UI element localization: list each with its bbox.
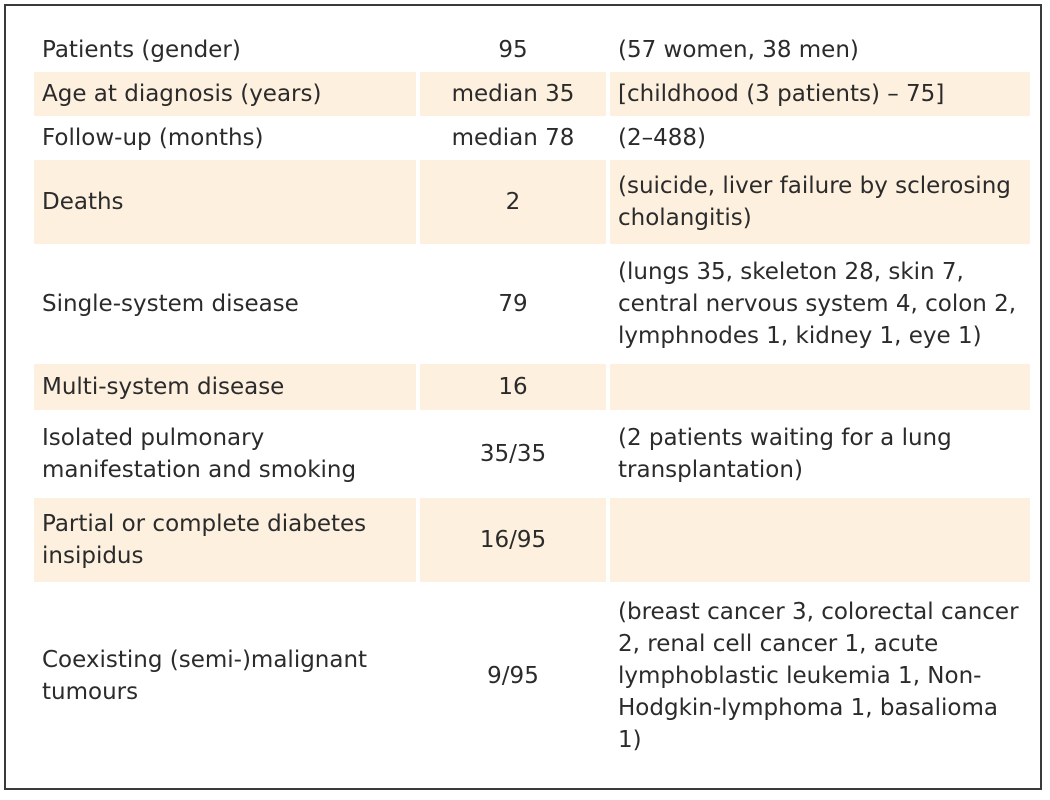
- table-row: Single-system disease 79 (lungs 35, skel…: [34, 244, 1030, 364]
- row-detail: (57 women, 38 men): [618, 37, 859, 63]
- row-detail: [610, 364, 1030, 410]
- row-count: 16/95: [420, 498, 606, 582]
- table-row: Deaths 2 (suicide, liver failure by scle…: [34, 160, 1030, 244]
- row-count: 79: [498, 291, 528, 317]
- row-count: 35/35: [479, 441, 547, 467]
- table-row: Follow-up (months) median 78 (2–488): [34, 116, 1030, 160]
- row-label: Partial or complete diabetes insipidus: [34, 498, 416, 582]
- row-detail: [childhood (3 patients) – 75]: [610, 72, 1030, 116]
- row-label: Patients (gender): [42, 37, 241, 63]
- row-label: Multi-system disease: [34, 364, 416, 410]
- row-detail: (breast cancer 3, colorectal cancer 2, r…: [618, 599, 1019, 753]
- table-row: Patients (gender) 95 (57 women, 38 men): [34, 28, 1030, 72]
- row-detail: (2 patients waiting for a lung transplan…: [618, 425, 952, 483]
- table-frame: Patients (gender) 95 (57 women, 38 men) …: [4, 4, 1042, 790]
- row-count: 9/95: [487, 663, 539, 689]
- row-detail: (lungs 35, skeleton 28, skin 7, central …: [618, 259, 1017, 349]
- row-count: 95: [498, 37, 528, 63]
- table-row: Age at diagnosis (years) median 35 [chil…: [34, 72, 1030, 116]
- table-row: Partial or complete diabetes insipidus 1…: [34, 498, 1030, 582]
- row-label: Isolated pulmonary manifestation and smo…: [42, 425, 357, 483]
- row-label: Deaths: [34, 160, 416, 244]
- table-row: Multi-system disease 16: [34, 364, 1030, 410]
- row-count: median 78: [451, 125, 575, 151]
- row-label: Coexisting (semi-)malignant tumours: [42, 647, 368, 705]
- row-count: median 35: [420, 72, 606, 116]
- table-row: Coexisting (semi-)malignant tumours 9/95…: [34, 582, 1030, 770]
- row-count: 2: [420, 160, 606, 244]
- row-label: Single-system disease: [42, 291, 299, 317]
- patient-characteristics-table: Patients (gender) 95 (57 women, 38 men) …: [30, 28, 1034, 770]
- row-count: 16: [420, 364, 606, 410]
- row-detail: (suicide, liver failure by sclerosing ch…: [610, 160, 1030, 244]
- table-row: Isolated pulmonary manifestation and smo…: [34, 410, 1030, 498]
- row-detail: [610, 498, 1030, 582]
- row-label: Follow-up (months): [42, 125, 264, 151]
- row-label: Age at diagnosis (years): [34, 72, 416, 116]
- row-detail: (2–488): [618, 125, 706, 151]
